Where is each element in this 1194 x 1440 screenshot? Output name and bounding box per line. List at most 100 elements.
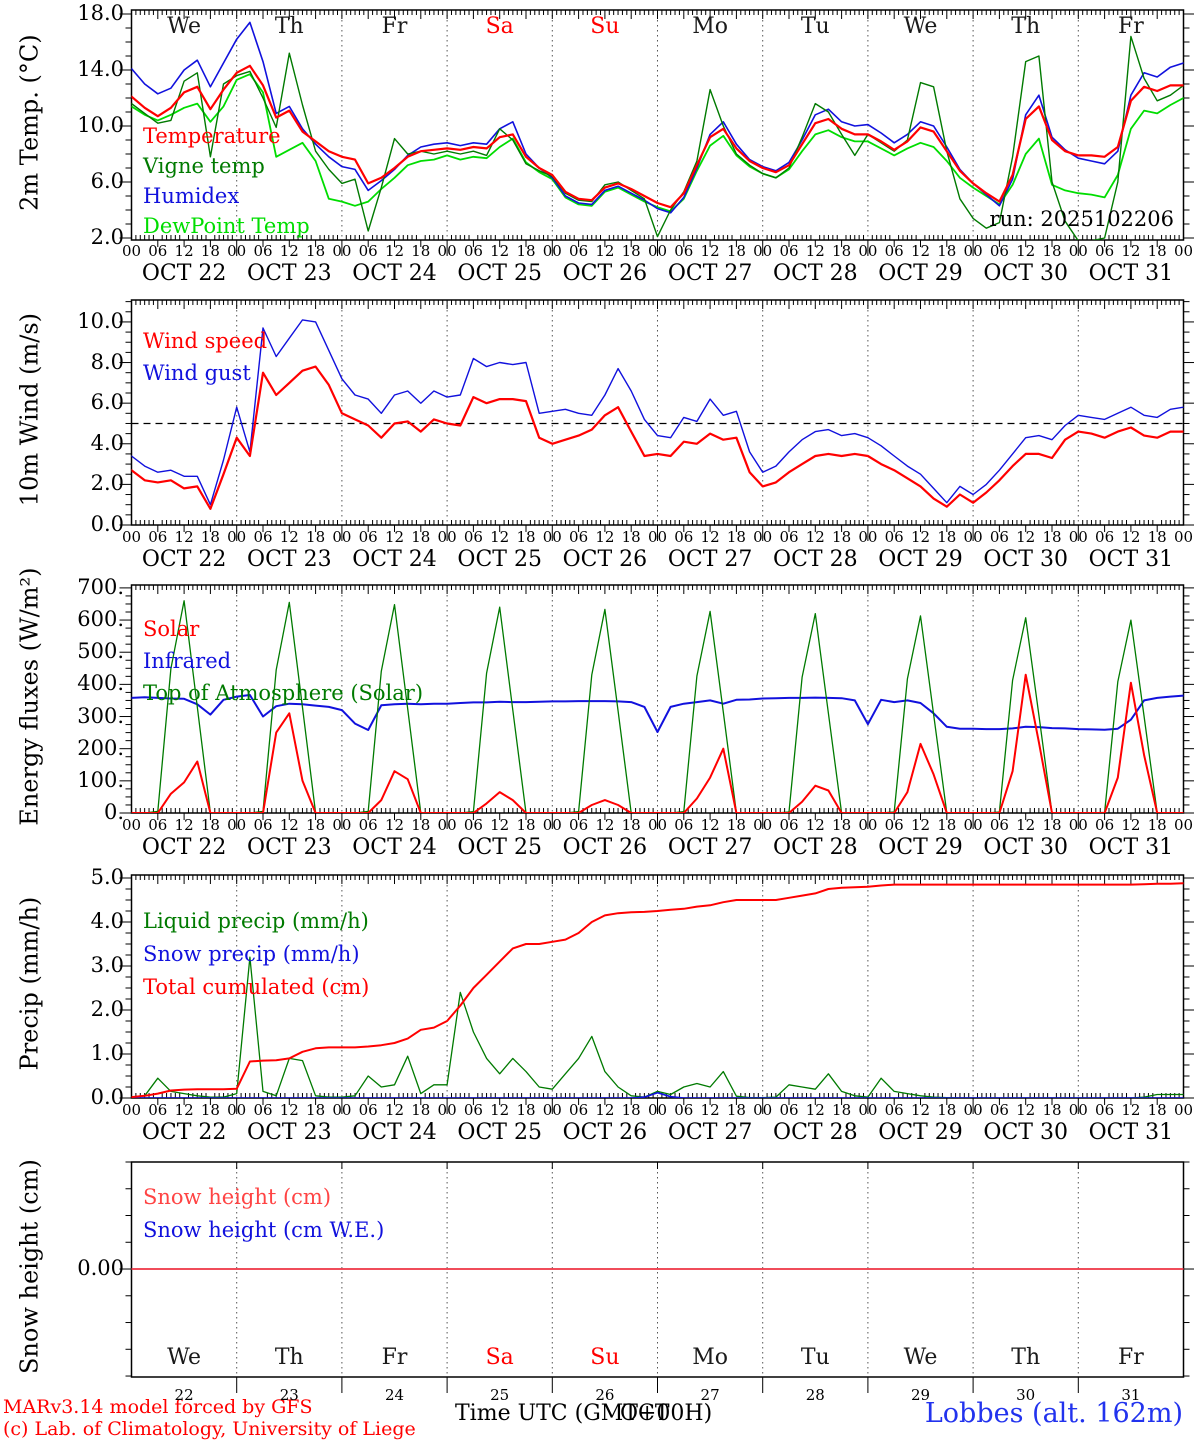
station-label: Lobbes (alt. 162m) [924, 1398, 1183, 1429]
x-hour-label: 18 [516, 528, 536, 546]
series-solar [131, 673, 1184, 813]
series-liquid-precip-mm-h- [131, 956, 1184, 1098]
x-hour-label: 06 [463, 242, 483, 260]
y-tick-label: 5.0 [90, 864, 124, 889]
x-hour-label: 06 [674, 1101, 694, 1119]
x-date-label: OCT 26 [562, 547, 648, 572]
x-hour-label: 18 [621, 816, 641, 834]
y-tick-label: 0. [103, 800, 124, 824]
x-date-label: OCT 30 [983, 835, 1068, 860]
day-number-label: 25 [490, 1386, 510, 1404]
day-of-week-label-bottom: Mo [692, 1345, 728, 1370]
series-vigne-temp [131, 35, 1184, 240]
x-hour-label: 12 [910, 816, 931, 834]
x-hour-label: 06 [569, 1101, 589, 1119]
x-hour-label: 18 [937, 528, 957, 546]
y-tick-label: 3.0 [90, 952, 124, 977]
x-hour-label: 18 [200, 816, 220, 834]
x-date-label: OCT 23 [247, 1120, 332, 1145]
x-hour-label: 18 [306, 1101, 326, 1119]
y-tick-label: 10.0 [77, 308, 124, 333]
x-date-label: OCT 31 [1088, 835, 1174, 860]
x-hour-label: 00 [753, 1101, 773, 1119]
y-tick-label: 2.0 [90, 471, 124, 496]
x-hour-label: 18 [832, 1101, 852, 1119]
x-hour-label: 18 [621, 528, 641, 546]
day-number-label: 22 [174, 1386, 194, 1404]
x-hour-label: 00 [227, 1101, 247, 1119]
day-of-week-label-top: Th [274, 14, 304, 39]
x-hour-label: 06 [989, 242, 1009, 260]
x-hour-label: 12 [279, 816, 299, 834]
x-hour-label: 18 [832, 528, 852, 546]
day-of-week-label-bottom: Fr [381, 1345, 408, 1370]
x-hour-label: 18 [1042, 528, 1062, 546]
x-hour-label: 00 [437, 242, 457, 260]
x-hour-label: 12 [805, 816, 825, 834]
legend-snow-height: Snow height (cm) [143, 1185, 332, 1209]
legend-snow-precip: Snow precip (mm/h) [143, 942, 360, 966]
x-hour-label: 18 [726, 1101, 746, 1119]
x-hour-label: 00 [542, 816, 562, 834]
x-hour-label: 12 [490, 528, 510, 546]
legend-wind-speed: Wind speed [143, 329, 268, 353]
x-hour-label: 18 [937, 242, 957, 260]
x-hour-label: 18 [1147, 816, 1167, 834]
y-tick-label: 10.0 [77, 113, 124, 137]
y-tick-label: 1.0 [90, 1040, 124, 1065]
day-number-label: 24 [384, 1386, 405, 1404]
legend-infrared: Infrared [143, 649, 232, 673]
x-hour-label: 00 [437, 528, 457, 546]
x-hour-label: 18 [1147, 1101, 1167, 1119]
x-hour-label: 12 [595, 528, 615, 546]
x-hour-label: 00 [542, 242, 562, 260]
y-tick-label: 6.0 [90, 168, 124, 193]
x-hour-label: 12 [700, 1101, 720, 1119]
legend-solar: Solar [143, 617, 200, 641]
x-hour-label: 06 [148, 528, 168, 546]
x-date-label: OCT 23 [247, 547, 332, 572]
x-hour-label: 06 [358, 242, 378, 260]
x-hour-label: 00 [121, 242, 142, 260]
x-hour-label: 12 [805, 1101, 825, 1119]
x-hour-label: 00 [963, 816, 983, 834]
day-of-week-label-bottom: Th [1011, 1345, 1041, 1370]
x-date-label: OCT 26 [562, 261, 648, 286]
y-tick-label: 2.0 [90, 996, 124, 1021]
x-date-label: OCT 25 [457, 547, 542, 572]
series-total-cumulated-cm- [131, 882, 1184, 1098]
x-hour-label: 18 [1147, 242, 1167, 260]
y-tick-label: 400. [77, 671, 124, 696]
day-of-week-label-bottom: Th [274, 1345, 304, 1370]
x-hour-label: 18 [200, 528, 220, 546]
x-date-label: OCT 26 [562, 1120, 648, 1145]
x-hour-label: 06 [989, 1101, 1009, 1119]
x-hour-label: 00 [753, 816, 773, 834]
series-snow-precip-mm-h- [131, 1091, 1184, 1098]
x-hour-label: 00 [963, 242, 983, 260]
x-hour-label: 00 [121, 816, 142, 834]
x-hour-label: 12 [384, 242, 405, 260]
day-number-label: 23 [279, 1386, 299, 1404]
x-hour-label: 18 [516, 816, 536, 834]
x-hour-label: 12 [1016, 528, 1036, 546]
x-hour-label: 12 [174, 242, 194, 260]
x-hour-label: 06 [253, 242, 273, 260]
legend-snow-height-we: Snow height (cm W.E.) [143, 1218, 385, 1242]
x-date-label: OCT 27 [667, 547, 753, 572]
x-hour-label: 06 [674, 528, 694, 546]
x-hour-label: 06 [569, 242, 589, 260]
x-hour-label: 00 [1173, 1101, 1194, 1119]
x-hour-label: 06 [358, 528, 378, 546]
x-date-label: OCT 30 [983, 547, 1068, 572]
x-hour-label: 00 [647, 528, 668, 546]
x-date-label: OCT 28 [773, 547, 858, 572]
x-hour-label: 12 [805, 242, 825, 260]
x-hour-label: 18 [832, 816, 852, 834]
x-date-label: OCT 23 [247, 835, 332, 860]
legend-vigne-temp: Vigne temp [143, 154, 265, 178]
y-tick-label: 6.0 [90, 390, 124, 415]
x-hour-label: 18 [516, 1101, 536, 1119]
y-tick-label: 8.0 [90, 349, 124, 374]
